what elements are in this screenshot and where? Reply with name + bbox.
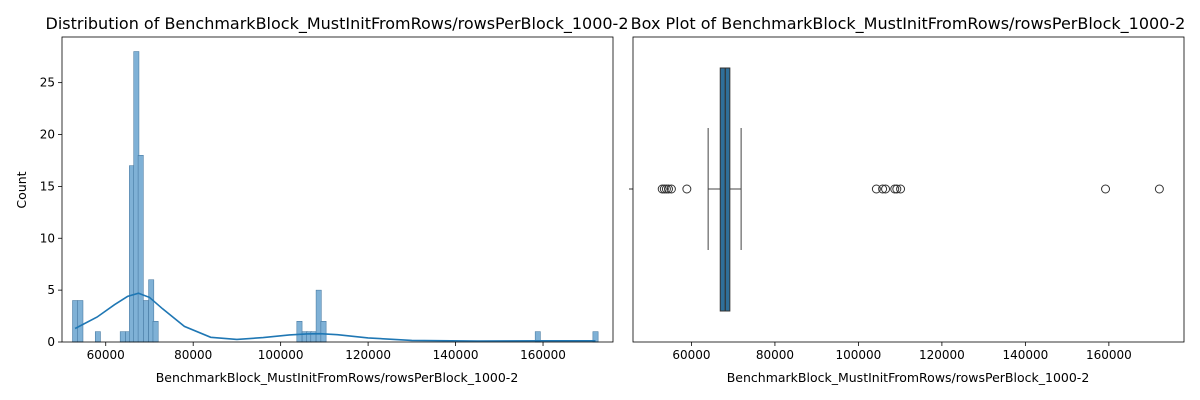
histogram-x-ticks: 60000 80000 100000 120000 140000 160000 — [87, 342, 566, 362]
histogram-plot-frame — [61, 36, 614, 343]
histogram-y-tick-label: 20 — [40, 128, 55, 142]
histogram-bar — [152, 321, 159, 343]
histogram-y-tick-label: 10 — [40, 231, 55, 245]
histogram-bar — [137, 155, 144, 343]
histogram-x-tick-label: 80000 — [174, 348, 212, 362]
histogram-y-tick-label: 5 — [47, 283, 55, 297]
outlier-point — [878, 184, 888, 194]
boxplot-x-ticks: 60000 80000 100000 120000 140000 160000 — [672, 342, 1132, 362]
outlier-point — [871, 184, 881, 194]
outlier-point — [661, 184, 671, 194]
histogram-y-tick-label: 25 — [40, 76, 55, 90]
kde-curve-group — [74, 292, 596, 342]
outlier-point — [682, 184, 692, 194]
histogram-bar — [119, 331, 126, 343]
histogram-x-tick-label: 140000 — [433, 348, 479, 362]
boxplot-x-tick-label: 160000 — [1086, 348, 1132, 362]
histogram-x-tick-label: 100000 — [258, 348, 304, 362]
outlier-point — [881, 184, 891, 194]
boxplot-x-label: BenchmarkBlock_MustInitFromRows/rowsPerB… — [727, 370, 1090, 385]
boxplot-plot-frame — [632, 36, 1185, 343]
outlier-point — [1154, 184, 1164, 194]
boxplot-x-tick-label: 80000 — [756, 348, 794, 362]
boxplot-x-tick-label: 140000 — [1002, 348, 1048, 362]
histogram-y-label: Count — [14, 171, 29, 208]
outlier-point — [896, 184, 906, 194]
boxplot-title: Box Plot of BenchmarkBlock_MustInitFromR… — [631, 14, 1186, 34]
histogram-y-tick-label: 0 — [47, 335, 55, 349]
boxplot-x-tick-label: 120000 — [919, 348, 965, 362]
histogram-x-label: BenchmarkBlock_MustInitFromRows/rowsPerB… — [156, 370, 519, 385]
boxplot-x-tick-label: 60000 — [672, 348, 710, 362]
histogram-x-tick-label: 160000 — [520, 348, 566, 362]
outlier-point — [892, 184, 902, 194]
boxplot-x-tick-label: 100000 — [836, 348, 882, 362]
histogram-bar — [320, 321, 327, 343]
histogram-x-tick-label: 60000 — [87, 348, 125, 362]
outlier-point — [1101, 184, 1111, 194]
outlier-point — [663, 184, 673, 194]
boxplot-marks — [657, 67, 1164, 312]
histogram-bars — [72, 51, 599, 343]
outlier-point — [657, 184, 667, 194]
histogram-bar — [94, 331, 101, 343]
kde-curve — [74, 292, 596, 342]
histogram-bar — [77, 300, 84, 343]
histogram-y-ticks: 0 5 10 15 20 25 — [40, 76, 62, 349]
histogram-x-tick-label: 120000 — [345, 348, 391, 362]
histogram-bar — [72, 300, 78, 343]
histogram-y-tick-label: 15 — [40, 179, 55, 193]
outlier-point — [659, 184, 669, 194]
outlier-point — [666, 184, 676, 194]
histogram-title: Distribution of BenchmarkBlock_MustInitF… — [46, 14, 629, 34]
histogram-bar — [143, 300, 149, 343]
histogram-panel: Distribution of BenchmarkBlock_MustInitF… — [14, 14, 629, 385]
boxplot-panel: Box Plot of BenchmarkBlock_MustInitFromR… — [629, 14, 1185, 385]
histogram-bar — [296, 321, 303, 343]
outlier-point — [890, 184, 900, 194]
